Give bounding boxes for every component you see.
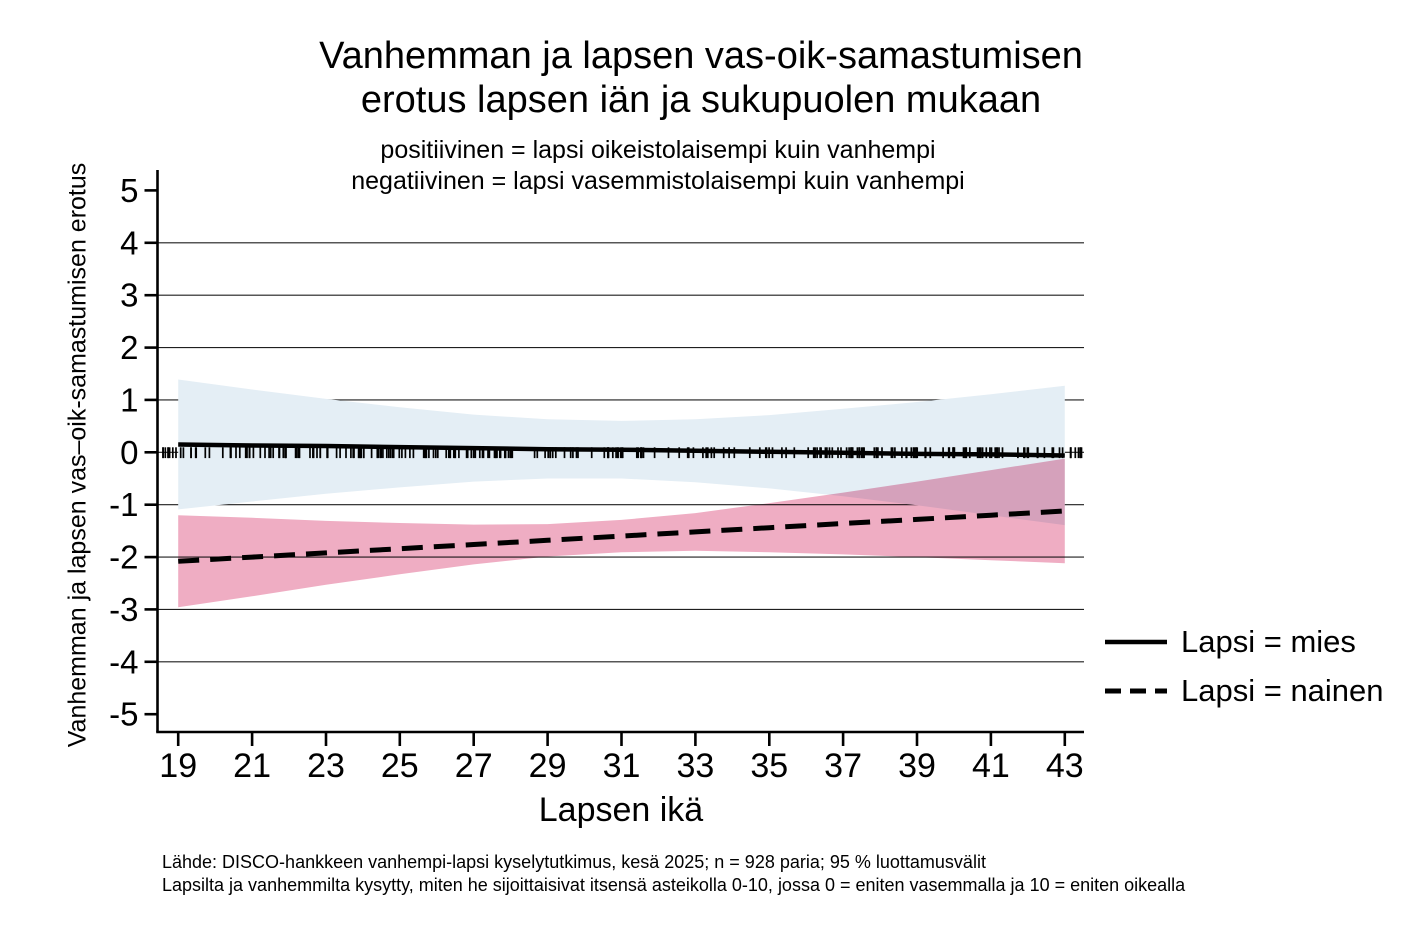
- ci-band-nainen: [178, 458, 1065, 608]
- chart-subtitle-line2: negatiivinen = lapsi vasemmistolaisempi …: [351, 167, 965, 195]
- x-tick-label: 35: [750, 747, 788, 785]
- x-tick-label: 25: [381, 747, 419, 785]
- chart-title-line2: erotus lapsen iän ja sukupuolen mukaan: [360, 79, 1042, 121]
- y-tick-label: 0: [120, 434, 138, 471]
- solid-line-sample-icon: [1105, 639, 1167, 645]
- y-tick-label: -2: [109, 539, 138, 576]
- x-tick-label: 39: [898, 747, 936, 785]
- method-note: Lapsilta ja vanhemmilta kysytty, miten h…: [162, 874, 1186, 895]
- x-axis-title: Lapsen ikä: [538, 791, 704, 829]
- y-tick-label: 1: [120, 381, 138, 418]
- dashed-line-sample-icon: [1105, 688, 1167, 694]
- y-tick-label: 4: [120, 224, 138, 261]
- y-axis-title: Vanhemman ja lapsen vas–oik-samastumisen…: [63, 162, 92, 748]
- chart-subtitle: positiivinen = lapsi oikeistolaisempi ku…: [0, 135, 1402, 197]
- legend-item-mies: Lapsi = mies: [1104, 622, 1384, 662]
- legend-label-nainen: Lapsi = nainen: [1181, 673, 1384, 708]
- series-line-nainen: [178, 508, 1065, 564]
- y-tick-label: -5: [109, 696, 138, 733]
- x-tick-label: 43: [1046, 747, 1084, 785]
- footnotes: Lähde: DISCO-hankkeen vanhempi-lapsi kys…: [162, 851, 1185, 896]
- y-tick-label: 5: [120, 172, 138, 209]
- y-tick-label: -1: [109, 486, 138, 523]
- chart-title: Vanhemman ja lapsen vas-oik-samastumisen…: [0, 34, 1402, 122]
- y-tick-label: -4: [109, 643, 138, 680]
- chart-subtitle-line1: positiivinen = lapsi oikeistolaisempi ku…: [380, 136, 936, 164]
- x-tick-label: 27: [455, 747, 493, 785]
- legend-item-nainen: Lapsi = nainen: [1104, 671, 1384, 711]
- legend-label-mies: Lapsi = mies: [1181, 624, 1356, 659]
- chart-title-line1: Vanhemman ja lapsen vas-oik-samastumisen: [319, 35, 1083, 77]
- legend: Lapsi = mies Lapsi = nainen: [1104, 622, 1384, 711]
- x-tick-label: 41: [972, 747, 1010, 785]
- x-tick-label: 19: [159, 747, 197, 785]
- x-tick-label: 23: [307, 747, 345, 785]
- x-tick-label: 21: [233, 747, 271, 785]
- series-line-mies: [178, 442, 1065, 458]
- x-tick-label: 37: [824, 747, 862, 785]
- x-tick-label: 31: [603, 747, 641, 785]
- y-tick-label: -3: [109, 591, 138, 628]
- source-note: Lähde: DISCO-hankkeen vanhempi-lapsi kys…: [162, 852, 986, 872]
- x-tick-label: 29: [529, 747, 567, 785]
- y-tick-label: 3: [120, 277, 138, 314]
- x-tick-label: 33: [676, 747, 714, 785]
- y-tick-label: 2: [120, 329, 138, 366]
